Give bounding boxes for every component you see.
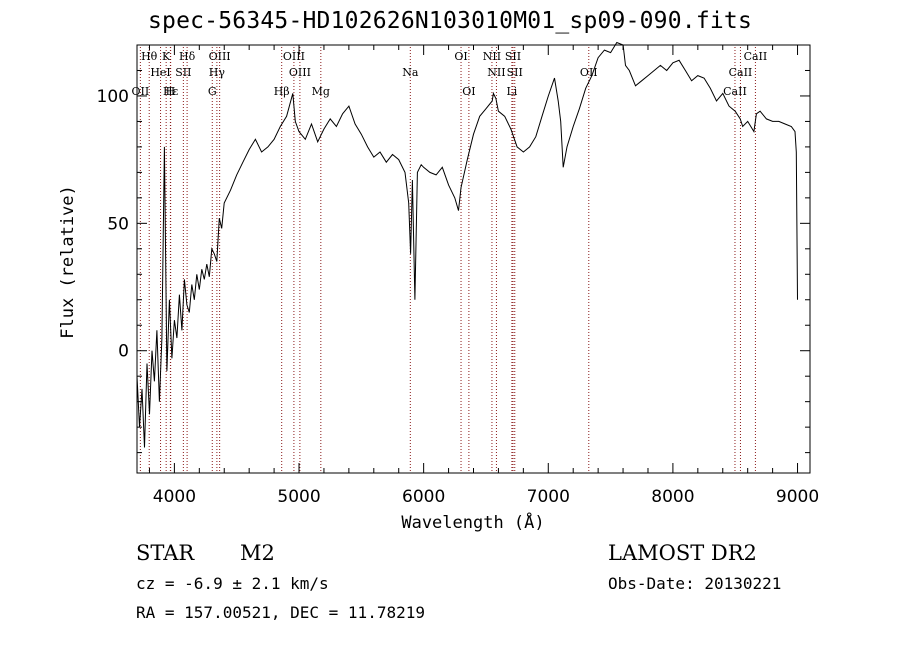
x-axis-ticks: 4000 5000 6000 7000 8000 9000: [148, 45, 819, 507]
line-label: NII: [483, 50, 501, 63]
line-label: Hδ: [179, 50, 196, 63]
object-class: STAR: [136, 541, 195, 565]
line-label: NII: [487, 66, 505, 79]
plot-frame: [136, 44, 811, 474]
line-label: OII: [132, 85, 150, 98]
survey-name: LAMOST DR2: [608, 541, 757, 565]
x-tick-label: 7000: [527, 487, 570, 507]
spectrum-line: [136, 41, 798, 448]
y-axis-ticks: 0 50 100: [97, 69, 810, 454]
line-label: Mg: [312, 85, 330, 98]
line-label: OIII: [283, 50, 305, 63]
line-label: OI: [454, 50, 467, 63]
line-label: OI: [462, 85, 475, 98]
x-tick-label: 4000: [153, 487, 196, 507]
x-tick-label: 5000: [277, 487, 320, 507]
line-label: OIII: [209, 50, 231, 63]
line-label: Hθ: [141, 50, 158, 63]
line-label: SII: [505, 50, 521, 63]
line-label: Li: [506, 85, 517, 98]
line-label: Hε: [163, 85, 179, 98]
line-label: H: [166, 85, 176, 98]
line-label: SII: [175, 66, 191, 79]
redshift-cz: cz = -6.9 ± 2.1 km/s: [136, 574, 329, 593]
emission-line-markers: [139, 47, 756, 472]
line-label: K: [162, 50, 171, 63]
x-axis-label: Wavelength (Å): [401, 511, 544, 533]
line-label: Hγ: [209, 66, 226, 79]
line-label: OII: [580, 66, 598, 79]
line-label: G: [208, 85, 217, 98]
chart-title: spec-56345-HD102626N103010M01_sp09-090.f…: [147, 8, 753, 34]
y-tick-label: 50: [107, 214, 129, 234]
x-tick-label: 8000: [651, 487, 694, 507]
y-tick-label: 0: [118, 342, 129, 362]
y-axis-label: Flux (relative): [58, 185, 78, 339]
y-tick-label: 100: [97, 87, 129, 107]
line-label: OIII: [289, 66, 311, 79]
x-tick-label: 9000: [776, 487, 819, 507]
line-label: Hβ: [274, 85, 290, 98]
obs-date: Obs-Date: 20130221: [608, 574, 782, 593]
x-tick-label: 6000: [402, 487, 445, 507]
object-subclass: M2: [240, 541, 275, 565]
line-label: CaII: [723, 85, 747, 98]
line-label: SII: [507, 66, 523, 79]
line-label: CaII: [744, 50, 768, 63]
coordinates: RA = 157.00521, DEC = 11.78219: [136, 603, 425, 622]
line-label: CaII: [729, 66, 753, 79]
line-label: HeI: [150, 66, 170, 79]
line-label: Na: [402, 66, 419, 79]
